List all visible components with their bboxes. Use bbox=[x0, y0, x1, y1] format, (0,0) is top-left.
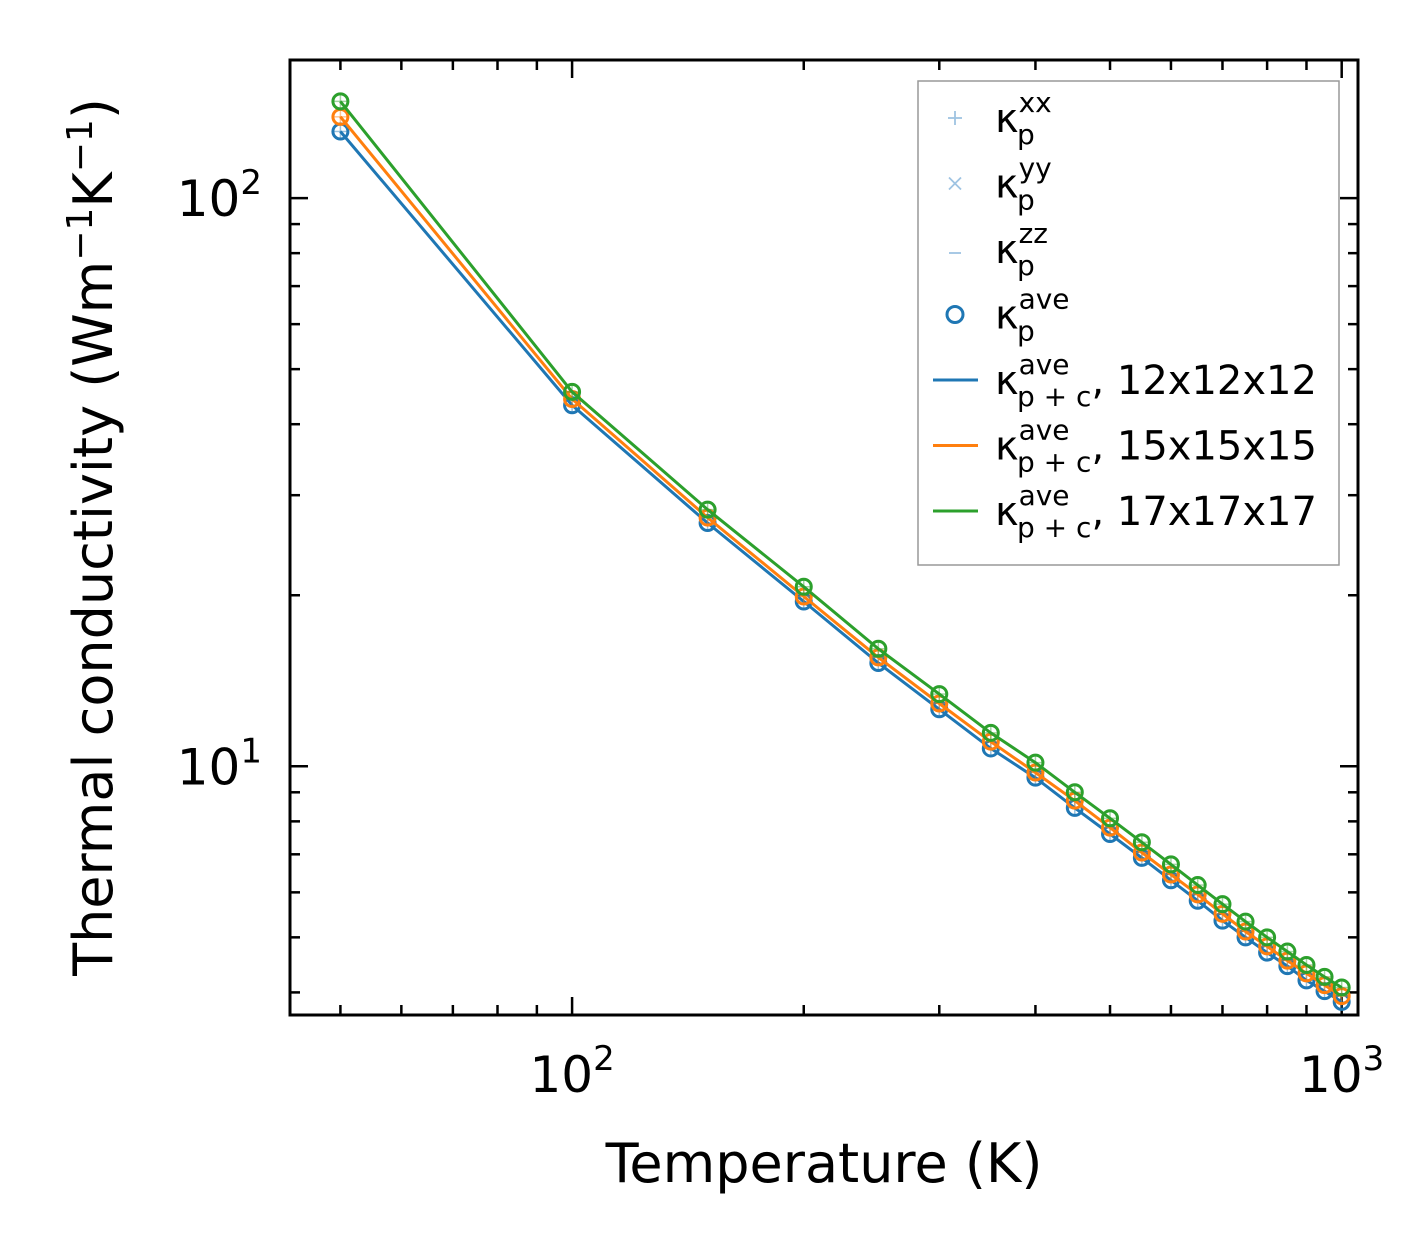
data-point-17x17x17 bbox=[1258, 928, 1277, 947]
legend-subscript: p bbox=[1017, 118, 1035, 151]
legend-subscript: p + c bbox=[1017, 446, 1091, 479]
y-axis-label-sup1: −1 bbox=[60, 208, 101, 261]
data-point-17x17x17 bbox=[1161, 855, 1180, 874]
legend-superscript: ave bbox=[1019, 348, 1070, 381]
y-axis-label-mid: K bbox=[62, 171, 125, 208]
legend-label: κave p + c, 17x17x17 bbox=[995, 479, 1317, 544]
legend-symbol: κ bbox=[995, 96, 1019, 142]
legend-symbol: κ bbox=[995, 489, 1019, 535]
x-tick-label-base: 10 bbox=[1299, 1046, 1363, 1104]
legend-superscript: ave bbox=[1019, 283, 1070, 316]
legend-label: κzz p bbox=[995, 217, 1048, 282]
data-point-17x17x17 bbox=[930, 685, 949, 704]
y-tick-label-exponent: 1 bbox=[240, 731, 262, 771]
legend-subscript: p bbox=[1017, 184, 1035, 217]
series-layer bbox=[331, 92, 1351, 1011]
data-point-17x17x17 bbox=[1026, 753, 1045, 772]
legend-entry: κave p bbox=[945, 283, 1070, 348]
legend-superscript: zz bbox=[1019, 217, 1048, 250]
legend-superscript: yy bbox=[1019, 152, 1052, 185]
legend-symbol: κ bbox=[995, 358, 1019, 404]
data-point-17x17x17 bbox=[1332, 978, 1351, 997]
legend-entry: κave p + c, 15x15x15 bbox=[933, 414, 1317, 479]
legend-subscript: p bbox=[1017, 249, 1035, 282]
legend-entry: κave p + c, 17x17x17 bbox=[933, 479, 1317, 544]
legend-symbol: κ bbox=[995, 162, 1019, 208]
y-tick-label: 101 bbox=[177, 731, 262, 796]
x-tick-label-exponent: 2 bbox=[593, 1039, 615, 1079]
legend-suffix: , 15x15x15 bbox=[1091, 424, 1316, 470]
plot-frame bbox=[288, 58, 1360, 1017]
data-point-17x17x17 bbox=[1297, 955, 1316, 974]
data-point-17x17x17 bbox=[869, 639, 888, 658]
legend-entry: κave p + c, 12x12x12 bbox=[933, 348, 1317, 413]
data-point-17x17x17 bbox=[331, 92, 350, 111]
x-tick-label: 102 bbox=[529, 1039, 614, 1104]
legend-cross-marker-b bbox=[948, 176, 962, 191]
data-point-17x17x17 bbox=[563, 382, 582, 401]
x-tick-label-base: 10 bbox=[529, 1046, 593, 1104]
y-tick-label-exponent: 2 bbox=[240, 163, 262, 203]
legend-subscript: p + c bbox=[1017, 511, 1091, 544]
series-17x17x17 bbox=[331, 92, 1351, 997]
y-axis-label: Thermal conductivity (Wm−1K−1) bbox=[60, 98, 125, 977]
legend-entry: κyy p bbox=[948, 152, 1052, 217]
y-axis-label-main: Thermal conductivity (Wm bbox=[62, 261, 125, 977]
legend-suffix: , 12x12x12 bbox=[1091, 358, 1316, 404]
data-point-17x17x17 bbox=[981, 723, 1000, 742]
data-point-15x15x15 bbox=[1161, 865, 1180, 884]
data-point-17x17x17 bbox=[1236, 912, 1255, 931]
legend-label: κave p + c, 15x15x15 bbox=[995, 414, 1317, 479]
x-axis-label: Temperature (K) bbox=[605, 1132, 1043, 1195]
y-axis-label-end: ) bbox=[62, 98, 125, 119]
legend-entry: κzz p bbox=[949, 217, 1048, 282]
legend-superscript: ave bbox=[1019, 414, 1070, 447]
data-point-15x15x15 bbox=[1213, 904, 1232, 923]
x-tick-label: 103 bbox=[1299, 1039, 1384, 1104]
legend-subscript: p + c bbox=[1017, 380, 1091, 413]
data-point-15x15x15 bbox=[1026, 763, 1045, 782]
y-tick-label-base: 10 bbox=[177, 738, 241, 796]
legend-superscript: xx bbox=[1019, 86, 1052, 119]
y-tick-label-base: 10 bbox=[177, 170, 241, 228]
data-point-15x15x15 bbox=[1132, 843, 1151, 862]
data-point-15x15x15 bbox=[1332, 987, 1351, 1006]
data-point-17x17x17 bbox=[1132, 833, 1151, 852]
data-point-17x17x17 bbox=[1278, 942, 1297, 961]
data-point-17x17x17 bbox=[794, 577, 813, 596]
series-line-12x12x12 bbox=[339, 130, 1343, 1004]
legend-symbol: κ bbox=[995, 293, 1019, 339]
data-point-15x15x15 bbox=[794, 587, 813, 606]
legend-box bbox=[917, 80, 1340, 566]
data-point-17x17x17 bbox=[1101, 809, 1120, 828]
legend-label: κyy p bbox=[995, 152, 1052, 217]
legend-label: κxx p bbox=[995, 86, 1052, 151]
legend-symbol: κ bbox=[995, 227, 1019, 273]
legend-superscript: ave bbox=[1019, 479, 1070, 512]
data-point-17x17x17 bbox=[1315, 967, 1334, 986]
legend-symbol: κ bbox=[995, 424, 1019, 470]
data-point-17x17x17 bbox=[1213, 895, 1232, 914]
x-tick-label-exponent: 3 bbox=[1363, 1039, 1385, 1079]
legend-label: κave p bbox=[995, 283, 1070, 348]
data-point-15x15x15 bbox=[1236, 922, 1255, 941]
legend-entry: κxx p bbox=[948, 86, 1052, 151]
legend-suffix: , 17x17x17 bbox=[1091, 489, 1316, 535]
data-point-17x17x17 bbox=[1188, 876, 1207, 895]
legend-circle-marker bbox=[945, 305, 965, 324]
series-line-17x17x17 bbox=[339, 100, 1343, 989]
data-point-17x17x17 bbox=[698, 500, 717, 519]
y-axis-label-sup2: −1 bbox=[60, 119, 101, 172]
data-point-17x17x17 bbox=[1065, 783, 1084, 802]
y-tick-label: 102 bbox=[177, 163, 262, 228]
legend-subscript: p bbox=[1017, 315, 1035, 348]
legend-label: κave p + c, 12x12x12 bbox=[995, 348, 1317, 413]
axis-ticks bbox=[290, 60, 1358, 1015]
